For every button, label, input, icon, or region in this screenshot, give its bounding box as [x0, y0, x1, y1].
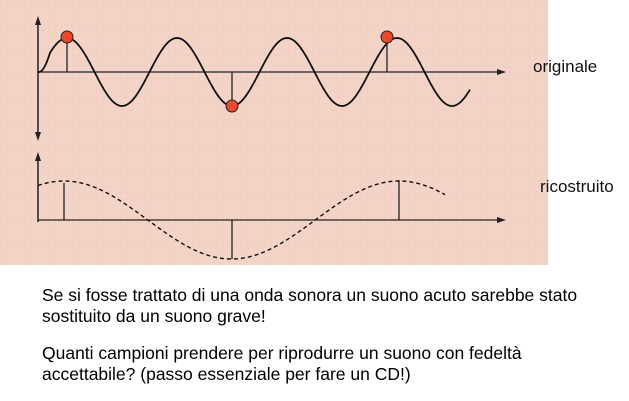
figure-background: [0, 0, 548, 265]
question-paragraph: Quanti campioni prendere per riprodurre …: [42, 343, 522, 384]
sample-point-2: [225, 99, 239, 113]
original-panel: [35, 16, 506, 141]
reconstructed-axis-arrow-up: [35, 152, 41, 161]
explanation-paragraph: Se si fosse trattato di una onda sonora …: [42, 285, 578, 326]
original-wave: [37, 37, 471, 107]
reconstructed-time-axis-arrow: [497, 217, 506, 223]
reconstructed-label: ricostruito: [540, 177, 614, 196]
original-axis-arrow-up: [35, 16, 41, 25]
original-time-axis-arrow: [497, 69, 506, 75]
sample-point-3: [380, 30, 394, 44]
sample-point-1: [60, 30, 74, 44]
sampling-diagram: [0, 0, 548, 265]
reconstructed-dashed-wave: [37, 180, 446, 260]
original-label: originale: [533, 57, 598, 76]
reconstructed-panel: [35, 152, 506, 260]
original-axis-arrow-down: [35, 132, 41, 141]
